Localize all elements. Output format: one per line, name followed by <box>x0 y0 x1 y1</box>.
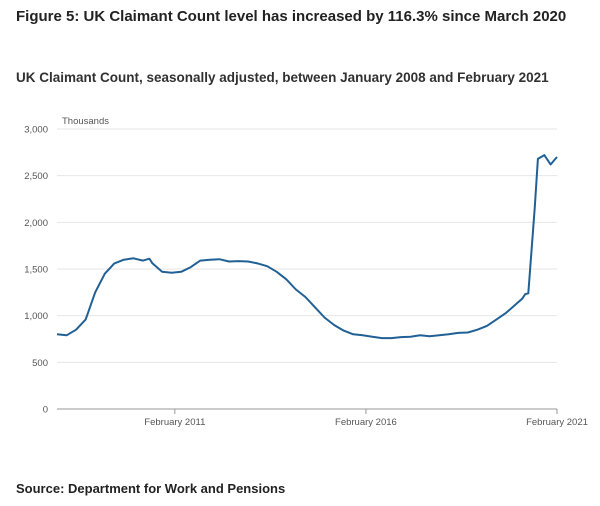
y-tick-label-0: 0 <box>43 405 48 416</box>
y-tick-label-2500: 2,500 <box>24 171 48 182</box>
y-tick-label-1000: 1,000 <box>24 311 48 322</box>
y-tick-label-1500: 1,500 <box>24 265 48 276</box>
chart-subtitle: UK Claimant Count, seasonally adjusted, … <box>16 70 549 85</box>
x-tick-label-2016: February 2016 <box>335 417 397 428</box>
x-tick-label-2011: February 2011 <box>144 417 205 428</box>
y-tick-label-3000: 3,000 <box>24 125 48 136</box>
grid-lines <box>57 128 557 363</box>
y-tick-label-2000: 2,000 <box>24 218 48 229</box>
x-axis: February 2011 February 2016 February 2021 <box>57 408 588 428</box>
y-axis-labels: 0 500 1,000 1,500 2,000 2,500 3,000 <box>24 125 48 416</box>
y-tick-label-500: 500 <box>32 358 48 369</box>
source-note: Source: Department for Work and Pensions <box>16 481 286 496</box>
figure-title: Figure 5: UK Claimant Count level has in… <box>16 8 567 25</box>
unit-label: Thousands <box>62 116 109 127</box>
x-tick-label-2021: February 2021 <box>526 417 588 428</box>
series-line-claimant-count <box>56 154 558 340</box>
